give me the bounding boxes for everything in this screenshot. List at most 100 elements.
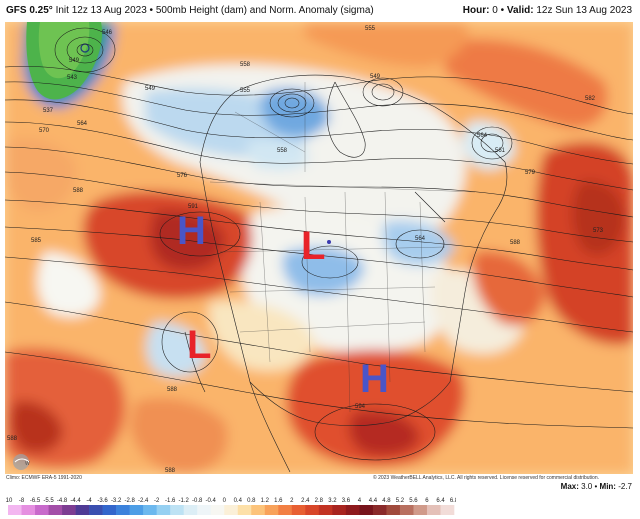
color-scale-tick-label: -5.5 (43, 498, 54, 504)
color-scale-swatch (129, 505, 144, 515)
color-scale-tick-label: 6.4 (436, 498, 445, 504)
coastlines (184, 74, 508, 473)
contour-label: 585 (31, 238, 42, 244)
color-scale-tick-label: -0.8 (192, 498, 203, 504)
pressure-centers: H L L H (177, 209, 389, 401)
color-scale: -10-8-6.5-5.5-4.8-4.4-4-3.6-3.2-2.8-2.4-… (6, 498, 456, 515)
title-separator: • (149, 5, 154, 16)
color-scale-swatch (210, 505, 225, 515)
color-scale-swatch (264, 505, 279, 515)
color-scale-swatch (440, 505, 455, 515)
color-scale-swatch (291, 505, 306, 515)
model-name: GFS 0.25° (6, 5, 53, 16)
color-scale-tick-label: 2.4 (301, 498, 310, 504)
contour-label: 564 (77, 121, 88, 127)
color-scale-swatch (183, 505, 198, 515)
field-name: 500mb Height (dam) and Norm. Anomaly (si… (155, 5, 374, 16)
green-anomaly-inner (38, 22, 90, 79)
color-scale-swatch (359, 505, 374, 515)
color-scale-tick-label: 5.2 (396, 498, 405, 504)
low-center-dot (327, 240, 331, 244)
color-scale-swatch (89, 505, 103, 515)
color-scale-tick-label: 0.4 (234, 498, 243, 504)
color-scale-tick-label: 0.8 (247, 498, 256, 504)
contour-label: 591 (188, 204, 199, 210)
color-scale-tick-label: -2 (154, 498, 160, 504)
max-label: Max: (560, 482, 579, 491)
color-scale-swatch (413, 505, 428, 515)
color-scale-tick-label: 6.8 (450, 498, 456, 504)
valid-time: Hour: 0 • Valid: 12z Sun 13 Aug 2023 (463, 5, 632, 16)
high-pressure-marker: H (360, 357, 389, 401)
color-scale-swatch (332, 505, 347, 515)
color-scale-tick-label: -3.6 (97, 498, 108, 504)
max-min-readout: Max: 3.0 • Min: -2.7 (561, 482, 632, 491)
color-scale-tick-label: 2 (290, 498, 294, 504)
color-scale-swatch (345, 505, 360, 515)
valid-value: 12z Sun 13 Aug 2023 (536, 5, 632, 16)
color-scale-tick-label: 1.6 (274, 498, 283, 504)
contour-label: 546 (102, 30, 113, 36)
contour-label: 576 (177, 173, 188, 179)
contour-label: 543 (67, 75, 78, 81)
valid-label: Valid: (506, 5, 534, 16)
color-scale-swatch (399, 505, 414, 515)
readout-separator: • (594, 482, 598, 491)
color-scale-tick-label: 1.2 (261, 498, 270, 504)
min-label: Min: (599, 482, 616, 491)
contour-label: 558 (277, 148, 288, 154)
color-scale-tick-label: 5.6 (409, 498, 418, 504)
valid-separator: • (500, 5, 505, 16)
color-scale-swatch (116, 505, 130, 515)
color-scale-tick-label: -0.4 (206, 498, 217, 504)
init-time: Init 12z 13 Aug 2023 (55, 5, 147, 16)
color-scale-swatch (48, 505, 63, 515)
color-scale-tick-label: -1.2 (179, 498, 190, 504)
low-pressure-marker: L (301, 224, 325, 268)
color-scale-tick-label: 6 (425, 498, 429, 504)
color-scale-swatch (426, 505, 441, 515)
color-scale-tick-label: -4.8 (57, 498, 68, 504)
low-pressure-marker: L (187, 323, 211, 367)
climo-source: Climo: ECMWF ERA-5 1991-2020 (6, 475, 82, 481)
contour-label: 588 (73, 188, 84, 194)
color-scale-swatch (75, 505, 90, 515)
contour-label: 555 (365, 26, 376, 32)
color-scale-tick-label: 3.6 (342, 498, 351, 504)
color-scale-swatch (237, 505, 252, 515)
contour-label: 558 (240, 62, 251, 68)
color-scale-tick-label: -8 (19, 498, 25, 504)
color-scale-tick-label: -4 (86, 498, 92, 504)
contour-label: 549 (370, 74, 381, 80)
contour-label: 588 (510, 240, 521, 246)
color-scale-tick-label: -10 (6, 498, 13, 504)
color-scale-tick-label: -3.2 (111, 498, 122, 504)
contour-label: 564 (415, 236, 426, 242)
contour-label: 561 (495, 148, 506, 154)
color-scale-tick-label: 0 (223, 498, 227, 504)
contour-label: 594 (355, 404, 366, 410)
copyright-notice: © 2023 WeatherBELL Analytics, LLC. All r… (373, 475, 600, 481)
contour-label: 537 (43, 108, 54, 114)
color-scale-swatch (372, 505, 387, 515)
svg-text:W: W (25, 461, 30, 467)
political-boundaries (209, 82, 476, 413)
contour-label: 564 (477, 133, 488, 139)
color-scale-tick-label: 4.8 (382, 498, 391, 504)
hour-label: Hour: (462, 5, 490, 16)
color-scale-swatch (278, 505, 293, 515)
color-scale-tick-label: 3.2 (328, 498, 337, 504)
color-scale-swatch (224, 505, 239, 515)
contour-label: 549 (69, 58, 80, 64)
color-scale-swatch (21, 505, 36, 515)
color-scale-tick-label: 4 (358, 498, 362, 504)
color-scale-swatch (305, 505, 320, 515)
color-scale-tick-label: -1.6 (165, 498, 176, 504)
contour-labels: 549 543 537 570 546 564 558 555 549 549 … (7, 26, 604, 474)
color-scale-swatch (251, 505, 266, 515)
high-pressure-marker: H (177, 209, 206, 253)
color-scale-tick-label: -4.4 (70, 498, 81, 504)
color-scale-swatch (170, 505, 184, 515)
contour-label: 570 (39, 128, 50, 134)
